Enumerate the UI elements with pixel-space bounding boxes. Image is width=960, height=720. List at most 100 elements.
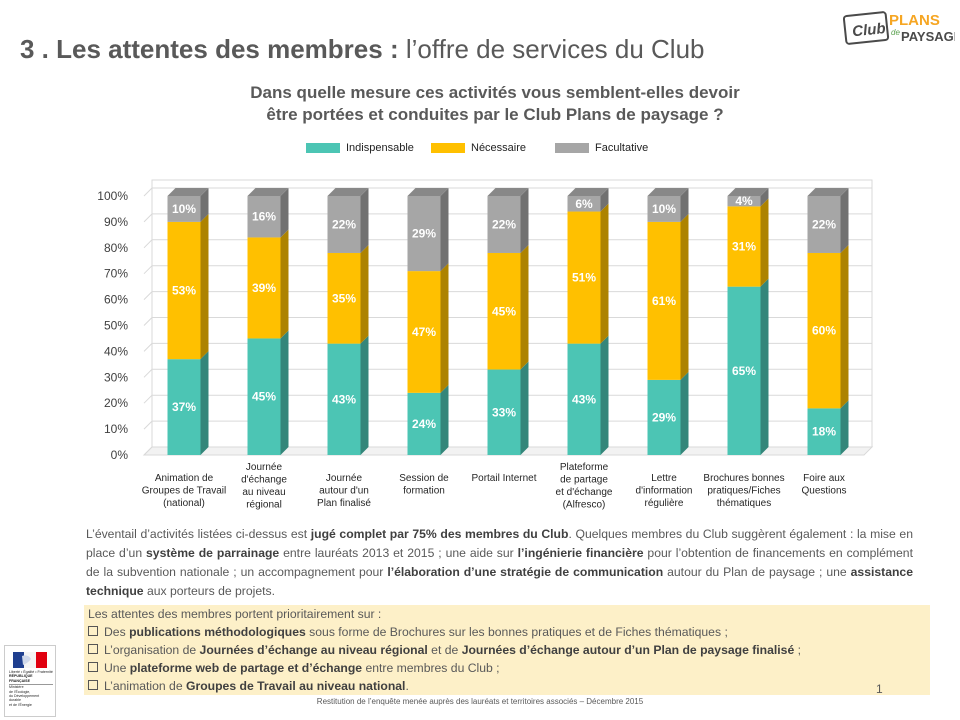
bar-segment-side xyxy=(840,244,849,409)
expectation-0-run-0: Des xyxy=(104,625,130,639)
bar-segment xyxy=(487,252,521,370)
data-label: 10% xyxy=(172,202,196,216)
expectation-1-run-4: ; xyxy=(794,643,802,657)
legend-label-facultative: Facultative xyxy=(595,142,649,154)
logo-de-text: de xyxy=(891,28,900,37)
bar-segment-top xyxy=(487,188,529,196)
bar-segment-side xyxy=(760,198,769,287)
x-tick-label: (national) xyxy=(163,498,205,509)
data-label: 45% xyxy=(492,304,516,318)
bar-segment-side xyxy=(840,400,849,455)
data-label: 47% xyxy=(412,325,436,339)
summary-run-7: l’élaboration d’une stratégie de communi… xyxy=(387,565,664,579)
data-label: 65% xyxy=(732,364,756,378)
bar-segment xyxy=(567,211,601,344)
bar-segment-side xyxy=(520,361,529,455)
data-label: 24% xyxy=(412,417,436,431)
bar-segment-side xyxy=(440,384,449,455)
data-label: 6% xyxy=(575,197,593,211)
bar-segment-side xyxy=(280,188,289,238)
bar-segment xyxy=(727,206,761,287)
legend-swatch-necessaire xyxy=(431,143,465,154)
bar-segment-side xyxy=(600,203,609,344)
republique-francaise-logo: Liberté • Égalité • Fraternité RÉPUBLIQU… xyxy=(4,645,56,717)
data-label: 29% xyxy=(412,227,436,241)
bar-segment-side xyxy=(840,188,849,253)
bar-segment-side xyxy=(600,188,609,212)
checkbox-icon xyxy=(88,626,98,636)
bar-segment-top xyxy=(167,188,209,196)
stacked-bar-chart: 0% 10% 20% 30% 40% 50% 60% 70% 80% 90% 100% 37% 53% 1… xyxy=(97,179,874,511)
expectation-1-run-2: et de xyxy=(427,643,462,657)
x-tick-label: d'échange xyxy=(241,475,287,486)
data-label: 33% xyxy=(492,405,516,419)
data-label: 39% xyxy=(252,281,276,295)
bar-segment-side xyxy=(680,371,689,455)
summary-run-6: pour l’obtention de financements en comp… xyxy=(86,546,913,579)
y-tick-label: 70% xyxy=(104,267,128,281)
bar-segment-side xyxy=(760,188,769,207)
bar-segment xyxy=(247,196,281,238)
gridline xyxy=(143,213,872,223)
y-tick-label: 0% xyxy=(111,448,129,462)
data-label: 43% xyxy=(332,392,356,406)
data-label: 60% xyxy=(812,324,836,338)
expectations-intro: Les attentes des membres portent priorit… xyxy=(88,607,382,621)
rf-republic: RÉPUBLIQUE FRANÇAISE xyxy=(9,674,33,683)
bar-segment-side xyxy=(200,213,209,360)
x-tick-label: au niveau xyxy=(242,487,285,498)
x-tick-label: Groupes de Travail xyxy=(142,486,227,497)
expectation-item: L’animation de Groupes de Travail au niv… xyxy=(88,677,930,695)
expectation-1-run-1: Journées d’échange au niveau régional xyxy=(199,643,428,657)
slide-title: 3 . Les attentes des membres : l’offre d… xyxy=(20,34,705,65)
checkbox-icon xyxy=(88,644,98,654)
rf-ministry-line-3: du Développement xyxy=(9,694,40,699)
logo-plans-text: PLANS xyxy=(889,12,940,29)
marianne-flag-icon xyxy=(13,652,47,668)
bar-segment-top xyxy=(567,188,609,196)
x-tick-label: Plan finalisé xyxy=(317,498,371,509)
bar-segment xyxy=(727,286,761,455)
page-number: 1 xyxy=(876,682,883,696)
x-tick-label: pratiques/Fiches xyxy=(707,486,780,497)
y-tick-label: 100% xyxy=(97,189,128,203)
bar-segment xyxy=(647,196,681,222)
data-label: 22% xyxy=(332,217,356,231)
data-label: 10% xyxy=(652,202,676,216)
y-tick-label: 30% xyxy=(104,370,128,384)
summary-run-0: L’éventail d’activités listées ci-dessus… xyxy=(86,527,311,541)
bar-segment-side xyxy=(760,278,769,455)
bar-segment-side xyxy=(520,244,529,370)
logo-club-text: Club xyxy=(851,20,886,40)
bar-segment xyxy=(247,338,281,455)
y-tick-label: 80% xyxy=(104,241,128,255)
bar-segment-side xyxy=(600,335,609,455)
data-label: 22% xyxy=(812,217,836,231)
bar-segment xyxy=(567,343,601,455)
legend-label-indispensable: Indispensable xyxy=(346,142,414,154)
data-label: 18% xyxy=(812,425,836,439)
expectation-1-run-3: Journées d’échange autour d’un Plan de p… xyxy=(461,643,795,657)
bar-segment-top xyxy=(727,188,769,196)
y-tick-label: 50% xyxy=(104,319,128,333)
data-label: 29% xyxy=(652,410,676,424)
bar-segment xyxy=(247,237,281,339)
bar-segment-top xyxy=(647,188,689,196)
legend-swatch-indispensable xyxy=(306,143,340,154)
rf-ministry-line-5: et de l'Énergie xyxy=(9,702,32,707)
legend-item-necessaire: Nécessaire xyxy=(431,142,526,154)
y-tick-label: 40% xyxy=(104,344,128,358)
bar-segment xyxy=(807,408,841,455)
bar-segment-side xyxy=(200,188,209,222)
footer-note: Restitution de l’enquête menée auprès de… xyxy=(316,697,644,706)
gridline xyxy=(143,265,872,275)
gridline xyxy=(143,446,872,456)
x-tick-label: Portail Internet xyxy=(471,473,536,484)
x-tick-label: Animation de xyxy=(155,473,214,484)
gridline xyxy=(143,342,872,352)
expectation-item: L’organisation de Journées d’échange au … xyxy=(88,641,930,659)
data-label: 16% xyxy=(252,210,276,224)
summary-run-4: entre lauréats 2013 et 2015 ; une aide s… xyxy=(279,546,518,560)
data-label: 37% xyxy=(172,400,196,414)
data-label: 61% xyxy=(652,294,676,308)
